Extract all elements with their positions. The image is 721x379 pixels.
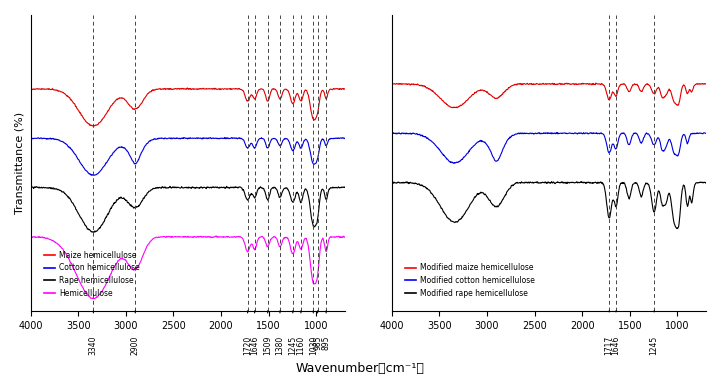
Text: 1646: 1646	[611, 336, 621, 355]
Text: 1717: 1717	[605, 336, 614, 355]
Legend: Modified maize hemicellulose, Modified cotton hemicellulose, Modified rape hemic: Modified maize hemicellulose, Modified c…	[402, 260, 538, 301]
Text: 1245: 1245	[288, 336, 297, 355]
Text: 1160: 1160	[296, 336, 306, 355]
Text: 3340: 3340	[89, 336, 98, 355]
Legend: Maize hemicellulose, Cotton hemicellulose, Rape hemicellulose, Hemicellulose: Maize hemicellulose, Cotton hemicellulos…	[40, 247, 143, 301]
Y-axis label: Transmittance (%): Transmittance (%)	[15, 112, 25, 214]
Text: 1030: 1030	[309, 336, 318, 355]
Text: 1245: 1245	[650, 336, 658, 355]
Text: 1646: 1646	[250, 336, 259, 355]
Text: 1380: 1380	[275, 336, 285, 355]
Text: 1509: 1509	[263, 336, 273, 355]
Text: 985: 985	[313, 336, 322, 350]
Text: 1720: 1720	[243, 336, 252, 355]
Text: 895: 895	[322, 336, 331, 350]
Text: 2900: 2900	[131, 336, 140, 355]
Text: Wavenumber（cm⁻¹）: Wavenumber（cm⁻¹）	[296, 362, 425, 375]
